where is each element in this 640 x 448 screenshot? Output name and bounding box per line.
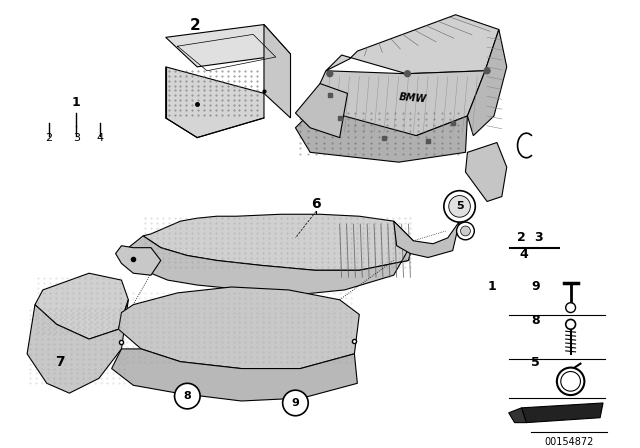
Text: 5: 5 [531, 356, 540, 369]
Circle shape [444, 191, 476, 222]
Text: 4: 4 [520, 247, 528, 260]
Polygon shape [264, 25, 291, 118]
Polygon shape [27, 300, 129, 393]
Polygon shape [467, 30, 507, 136]
Text: 7: 7 [54, 355, 64, 369]
Text: 1: 1 [487, 280, 496, 293]
Polygon shape [522, 403, 603, 422]
Text: 8: 8 [531, 314, 540, 327]
Polygon shape [111, 349, 357, 401]
Polygon shape [394, 221, 460, 258]
Circle shape [461, 226, 470, 236]
Text: 6: 6 [311, 198, 321, 211]
Polygon shape [315, 71, 485, 138]
Circle shape [566, 303, 575, 313]
Text: 2: 2 [45, 133, 52, 142]
Circle shape [456, 222, 474, 240]
Circle shape [175, 383, 200, 409]
Text: 3: 3 [73, 133, 80, 142]
Polygon shape [166, 25, 291, 67]
Polygon shape [465, 142, 507, 202]
Text: 2: 2 [516, 231, 525, 244]
Circle shape [404, 71, 410, 77]
Text: 5: 5 [456, 202, 463, 211]
Polygon shape [166, 67, 264, 138]
Polygon shape [509, 408, 526, 422]
Polygon shape [116, 246, 161, 275]
Circle shape [484, 68, 490, 74]
Text: 3: 3 [534, 231, 543, 244]
Text: 2: 2 [190, 17, 200, 33]
Text: 9: 9 [531, 280, 540, 293]
Circle shape [566, 319, 575, 329]
Circle shape [557, 367, 584, 395]
Circle shape [449, 196, 470, 217]
Text: 00154872: 00154872 [544, 437, 593, 448]
Text: 8: 8 [184, 391, 191, 401]
Text: BMW: BMW [399, 92, 428, 104]
Circle shape [283, 390, 308, 416]
Polygon shape [326, 15, 499, 74]
Polygon shape [143, 214, 413, 270]
Circle shape [327, 71, 333, 77]
Polygon shape [296, 83, 348, 138]
Polygon shape [118, 287, 359, 369]
Text: 9: 9 [291, 398, 300, 408]
Polygon shape [129, 236, 413, 295]
Polygon shape [35, 273, 129, 339]
Circle shape [561, 371, 580, 391]
Text: 4: 4 [96, 133, 104, 142]
Polygon shape [296, 108, 467, 162]
Text: 1: 1 [72, 96, 81, 109]
